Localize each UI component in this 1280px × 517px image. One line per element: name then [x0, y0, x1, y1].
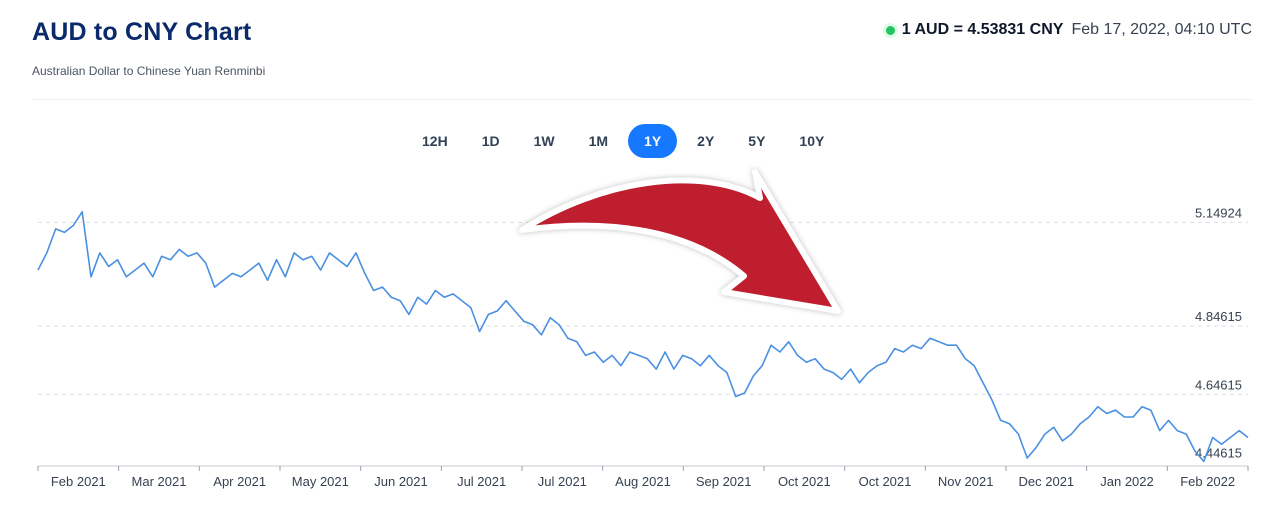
header-divider — [32, 99, 1252, 100]
x-tick-label: Aug 2021 — [615, 474, 671, 489]
x-tick-label: Jul 2021 — [457, 474, 506, 489]
x-tick-label: Oct 2021 — [859, 474, 912, 489]
tab-1y[interactable]: 1Y — [628, 124, 678, 158]
tab-1m[interactable]: 1M — [588, 133, 609, 149]
y-tick-label: 4.44615 — [1195, 446, 1242, 461]
current-rate: 1 AUD = 4.53831 CNY Feb 17, 2022, 04:10 … — [885, 21, 1252, 39]
page-subtitle: Australian Dollar to Chinese Yuan Renmin… — [32, 64, 266, 78]
x-tick-label: Jun 2021 — [374, 474, 428, 489]
tab-5y[interactable]: 5Y — [748, 133, 766, 149]
tab-2y[interactable]: 2Y — [697, 133, 715, 149]
x-tick-label: Sep 2021 — [696, 474, 752, 489]
tab-12h[interactable]: 12H — [422, 133, 448, 149]
x-tick-label: Mar 2021 — [132, 474, 187, 489]
series-line — [37, 210, 1249, 463]
y-tick-label: 4.84615 — [1195, 309, 1242, 324]
tab-1w[interactable]: 1W — [533, 133, 555, 149]
x-tick-label: Feb 2021 — [51, 474, 106, 489]
line-chart[interactable]: 5.14924 4.84615 4.64615 4.44615 Feb 2021 Mar … — [0, 160, 1280, 500]
arrow-shape — [519, 169, 841, 314]
x-tick-label: Nov 2021 — [938, 474, 994, 489]
green-dot-icon — [885, 25, 895, 35]
x-tick-label: Jul 2021 — [538, 474, 587, 489]
tab-10y[interactable]: 10Y — [799, 133, 825, 149]
x-tick-label: May 2021 — [292, 474, 349, 489]
page-title: AUD to CNY Chart — [32, 18, 252, 46]
y-tick-label: 4.64615 — [1195, 377, 1242, 392]
y-tick-label: 5.14924 — [1195, 205, 1242, 220]
x-tick-label: Dec 2021 — [1019, 474, 1075, 489]
x-tick-label: Jan 2022 — [1100, 474, 1154, 489]
rate-value: 1 AUD = 4.53831 CNY — [901, 21, 1064, 38]
rate-timestamp: Feb 17, 2022, 04:10 UTC — [1071, 21, 1252, 38]
time-range-tabs: 12H 1D 1W 1M 1Y 2Y 5Y 10Y — [408, 124, 844, 158]
curved-down-arrow-icon — [519, 169, 841, 314]
tab-1d[interactable]: 1D — [481, 133, 500, 149]
x-tick-label: Apr 2021 — [213, 474, 266, 489]
x-tick-label: Feb 2022 — [1180, 474, 1235, 489]
x-tick-label: Oct 2021 — [778, 474, 831, 489]
